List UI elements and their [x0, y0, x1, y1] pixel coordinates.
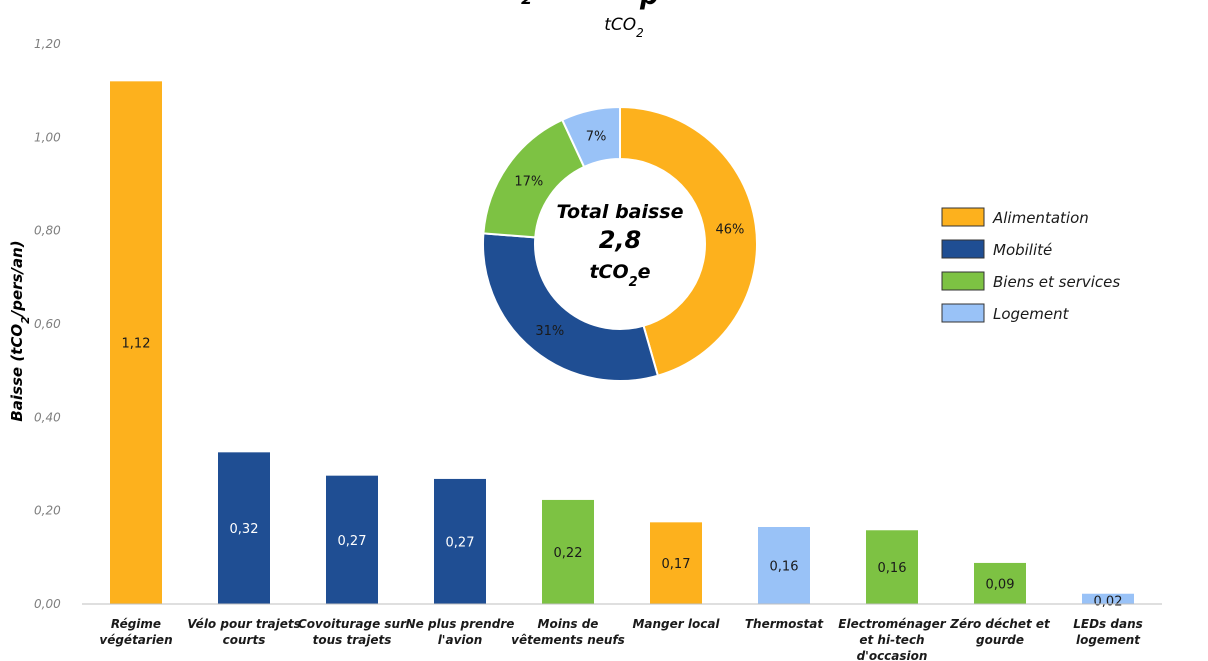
- y-tick-label: 0,80: [34, 224, 61, 238]
- legend-swatch: [941, 271, 985, 291]
- bar-value-label: 0,16: [878, 561, 907, 576]
- x-tick-label: Moins de vêtements neufs: [511, 617, 625, 647]
- category-labels: Régime végétarien Vélo pour trajets courtsC…: [99, 617, 1142, 661]
- chart-title-fragment-left: ₂: [520, 0, 532, 11]
- x-tick-label: Vélo pour trajets courts: [187, 617, 300, 647]
- chart-subtitle: tCO2: [604, 15, 644, 40]
- x-tick-label: Zéro déchet et gourde: [949, 617, 1051, 647]
- bar: [218, 452, 270, 604]
- bar: [326, 475, 378, 604]
- y-tick-label: 0,40: [34, 410, 61, 424]
- donut-center-title: Total baisse: [556, 201, 683, 223]
- donut-slice: [560, 105, 621, 169]
- legend-label: Biens et services: [993, 273, 1120, 291]
- chart-title-fragment-right: p: [639, 0, 659, 11]
- donut-chart: 46% 31% 17% 7% Total baisse 2,8 tCO2e: [482, 105, 758, 382]
- donut-slice: [619, 105, 758, 377]
- donut-slice-label: 17%: [514, 175, 543, 190]
- y-tick-label: 1,00: [34, 130, 61, 144]
- x-tick-label: Thermostat: [745, 617, 825, 631]
- legend-label: Mobilité: [993, 241, 1052, 259]
- y-tick-label: 0,00: [34, 597, 61, 611]
- bars: 1,12 0,32 0,27 0,27 0,22 0,17 0,16 0,16 0,09 0,02: [110, 81, 1134, 610]
- legend-swatch: [941, 303, 985, 323]
- x-tick-label: LEDs dans logement: [1073, 617, 1143, 647]
- bar: [866, 530, 918, 604]
- bar: [650, 522, 702, 604]
- donut-slice-label: 46%: [715, 223, 744, 238]
- bar-value-label: 1,12: [122, 337, 151, 352]
- x-tick-label: Manger local: [632, 617, 720, 631]
- legend-swatch: [941, 239, 985, 259]
- bar: [1082, 593, 1134, 604]
- chart-title: ₂ p: [520, 0, 659, 11]
- legend-label: Alimentation: [992, 209, 1089, 227]
- legend-swatch: [941, 207, 985, 227]
- bar: [434, 478, 486, 604]
- x-tick-label: Covoiturage sur tous trajets: [298, 617, 407, 647]
- x-tick-label: Régime végétarien: [99, 617, 172, 647]
- donut-center-unit: tCO2e: [589, 261, 650, 290]
- y-axis-ticks: 0,00 0,20 0,40 0,60 0,80 1,00 1,20: [34, 37, 61, 611]
- y-tick-label: 1,20: [34, 37, 61, 51]
- bar-value-label: 0,32: [230, 522, 259, 537]
- donut-slice: [482, 232, 660, 382]
- bar-value-label: 0,22: [554, 546, 583, 561]
- donut-slice-label: 7%: [586, 130, 607, 145]
- y-tick-label: 0,60: [34, 317, 61, 331]
- legend-label: Logement: [993, 305, 1070, 323]
- x-tick-label: Electroménager et hi-tech d'occasion: [838, 617, 946, 661]
- bar-value-label: 0,02: [1094, 595, 1123, 610]
- bar: [542, 499, 594, 604]
- legend: Alimentation Mobilité Biens et services Log…: [941, 207, 1120, 323]
- bar-value-label: 0,16: [770, 560, 799, 575]
- bar: [110, 81, 162, 605]
- y-tick-label: 0,20: [34, 504, 61, 518]
- bar-value-label: 0,27: [446, 535, 475, 550]
- bar: [758, 527, 810, 604]
- bar-value-label: 0,17: [662, 557, 691, 572]
- donut-center-value: 2,8: [599, 226, 642, 254]
- bar-value-label: 0,27: [338, 534, 367, 549]
- bar: [974, 562, 1026, 604]
- donut-slice-label: 31%: [535, 324, 564, 339]
- x-tick-label: Ne plus prendre l'avion: [406, 617, 515, 647]
- y-axis-label: Baisse (tCO2/pers/an): [8, 240, 32, 421]
- bar-value-label: 0,09: [986, 577, 1015, 592]
